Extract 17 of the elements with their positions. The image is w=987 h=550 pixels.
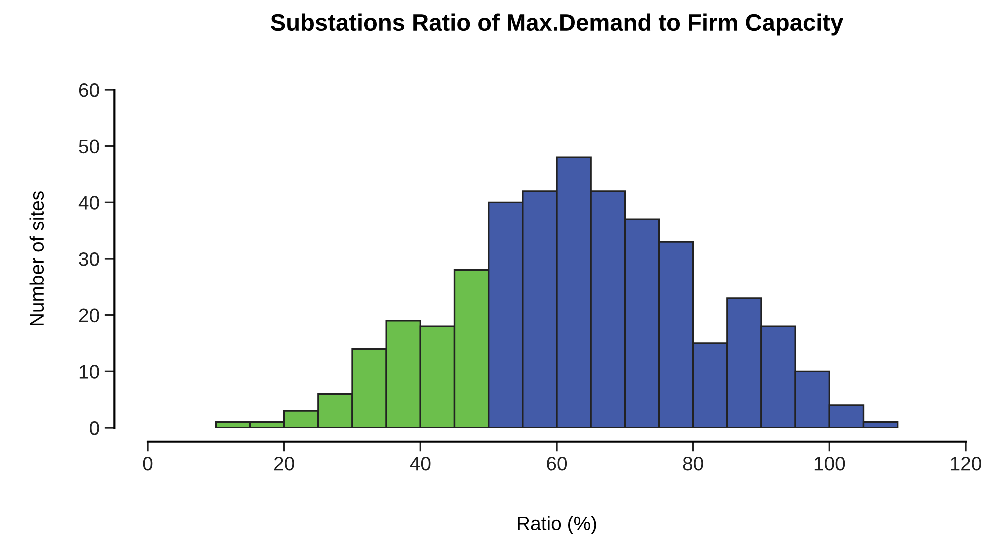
x-tick-label: 20 <box>274 456 294 471</box>
y-axis-title: Number of sites <box>30 192 44 326</box>
x-axis-title: Ratio (%) <box>518 516 596 534</box>
y-tick-label: 20 <box>79 308 100 323</box>
x-tick-label: 120 <box>951 456 982 471</box>
x-tick-label: 80 <box>683 456 704 471</box>
y-tick-label: 10 <box>80 365 100 379</box>
y-tick-label: 0 <box>90 421 100 436</box>
y-tick-label: 30 <box>79 252 100 266</box>
y-tick-label: 50 <box>79 140 100 154</box>
x-tick-label: 60 <box>547 456 568 471</box>
x-tick-label: 0 <box>143 456 153 471</box>
y-tick-label: 60 <box>79 83 100 98</box>
x-tick-label: 40 <box>410 456 431 471</box>
x-tick-label: 100 <box>814 456 846 471</box>
chart-title: Substations Ratio of Max.Demand to Firm Capacity <box>271 14 844 36</box>
y-tick-label: 40 <box>78 196 100 210</box>
